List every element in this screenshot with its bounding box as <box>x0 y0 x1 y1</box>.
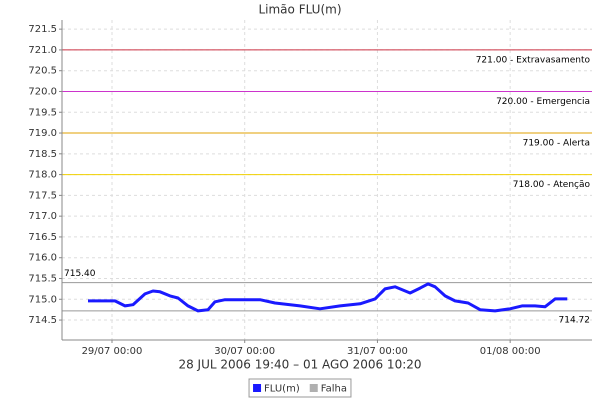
y-tick-label: 717.5 <box>28 190 57 201</box>
y-tick-label: 718.0 <box>28 170 57 181</box>
x-tick-label: 29/07 00:00 <box>82 346 143 357</box>
threshold-label: 719.00 - Alerta <box>523 139 590 149</box>
y-tick-label: 716.0 <box>28 253 57 264</box>
y-tick-label: 720.5 <box>28 66 57 77</box>
legend-label: Falha <box>321 384 347 395</box>
legend-swatch <box>253 384 262 392</box>
x-tick-label: 31/07 00:00 <box>347 346 408 357</box>
reference-label: 715.40 <box>64 269 96 279</box>
chart-title: Limão FLU(m) <box>258 3 341 17</box>
y-tick-label: 719.0 <box>28 128 57 139</box>
legend-swatch <box>309 384 318 392</box>
x-tick-label: 01/08 00:00 <box>480 346 541 357</box>
threshold-label: 718.00 - Atenção <box>513 180 591 190</box>
y-tick-label: 721.0 <box>28 45 57 56</box>
y-tick-label: 715.5 <box>28 273 57 284</box>
y-tick-label: 715.0 <box>28 294 57 305</box>
legend-label: FLU(m) <box>264 384 300 395</box>
y-tick-label: 721.5 <box>28 24 57 35</box>
legend: FLU(m) Falha <box>248 378 352 398</box>
y-tick-label: 718.5 <box>28 149 57 160</box>
y-tick-label: 716.5 <box>28 232 57 243</box>
y-tick-label: 719.5 <box>28 107 57 118</box>
y-tick-label: 720.0 <box>28 86 57 97</box>
reference-label: 714.72 <box>559 315 591 325</box>
y-tick-label: 717.0 <box>28 211 57 222</box>
plot-area <box>62 20 592 340</box>
threshold-label: 721.00 - Extravasamento <box>476 55 591 65</box>
legend-box <box>248 378 352 398</box>
y-tick-label: 714.5 <box>28 315 57 326</box>
chart-subtitle: 28 JUL 2006 19:40 – 01 AGO 2006 10:20 <box>178 358 421 372</box>
threshold-label: 720.00 - Emergencia <box>496 97 590 107</box>
x-tick-label: 30/07 00:00 <box>214 346 275 357</box>
data-line <box>88 282 568 313</box>
